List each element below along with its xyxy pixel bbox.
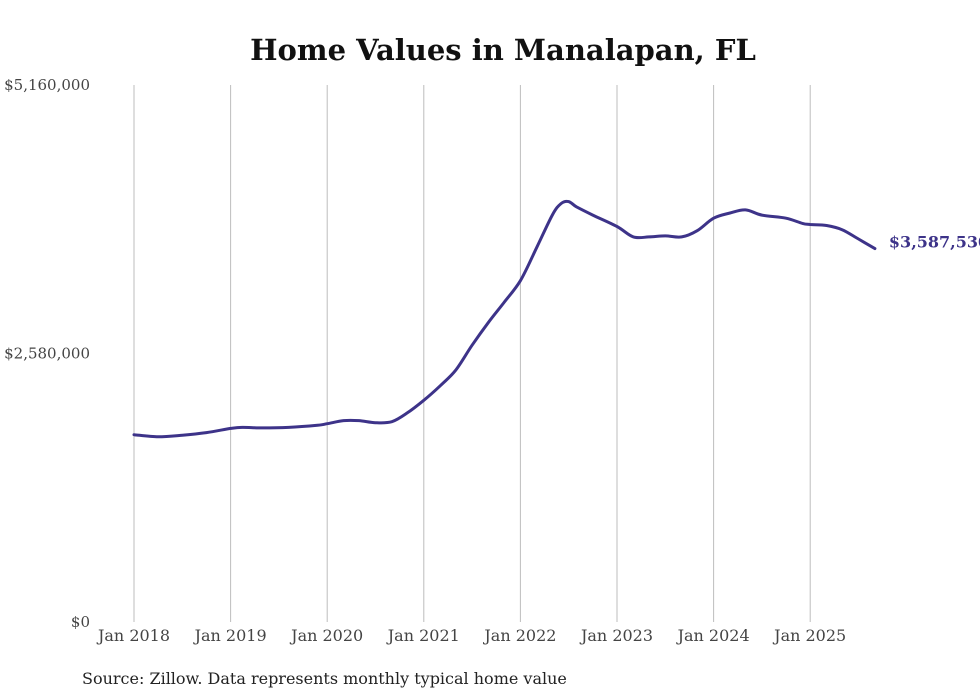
x-tick-label: Jan 2024 — [676, 626, 750, 645]
x-tick-label: Jan 2020 — [289, 626, 363, 645]
x-tick-label: Jan 2025 — [772, 626, 846, 645]
gridlines — [133, 85, 811, 622]
y-tick-label: $0 — [71, 613, 90, 631]
source-note: Source: Zillow. Data represents monthly … — [82, 669, 567, 688]
y-tick-label: $2,580,000 — [4, 345, 90, 363]
series-layer: $3,587,530 — [132, 199, 980, 439]
chart-title: Home Values in Manalapan, FL — [250, 33, 756, 67]
x-tick-label: Jan 2021 — [386, 626, 460, 645]
x-axis-ticks: Jan 2018 Jan 2019 Jan 2020 Jan 2021 Jan 2022… — [96, 626, 846, 645]
y-tick-label: $5,160,000 — [4, 76, 90, 94]
x-tick-label: Jan 2023 — [579, 626, 653, 645]
x-tick-label: Jan 2018 — [96, 626, 170, 645]
series-line-0 — [132, 199, 877, 439]
x-tick-label: Jan 2019 — [193, 626, 267, 645]
x-tick-label: Jan 2022 — [482, 626, 556, 645]
y-axis-ticks: $0 $2,580,000 $5,160,000 — [4, 76, 90, 631]
end-value-label: $3,587,530 — [889, 233, 980, 252]
